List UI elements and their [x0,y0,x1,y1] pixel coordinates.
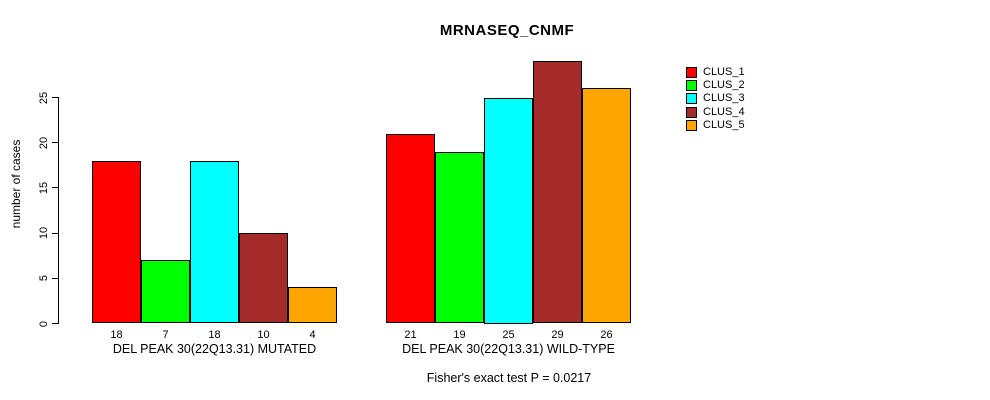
x-group-label: DEL PEAK 30(22Q13.31) WILD-TYPE [402,342,615,356]
legend-swatch-clus_2 [686,80,697,92]
bar-clus_2-group2 [435,151,484,324]
y-tick-mark [52,142,58,144]
bar-clus_5-group1 [288,287,337,324]
legend-swatch-clus_5 [686,119,697,131]
legend-swatch-clus_3 [686,93,697,105]
y-tick-mark [52,97,58,98]
y-tick-mark [52,323,58,324]
x-group-label: DEL PEAK 30(22Q13.31) MUTATED [112,342,317,356]
bar-clus_5-group2 [582,88,631,324]
fisher-test-annotation: Fisher's exact test P = 0.0217 [426,371,592,385]
bar-clus_3-group1 [190,160,239,324]
y-tick-label: 0 [38,320,50,327]
bar-clus_4-group1 [239,233,288,324]
y-axis-line [58,97,59,324]
bar-value-label: 29 [551,329,564,341]
y-tick-mark [52,187,58,189]
legend-swatch-clus_4 [686,106,697,118]
bar-clus_2-group1 [141,260,190,324]
bar-value-label: 19 [453,329,466,341]
legend-label-clus_4: CLUS_4 [703,105,745,118]
bar-value-label: 21 [404,329,417,341]
bar-clus_1-group1 [92,160,141,324]
legend-label-clus_5: CLUS_5 [703,118,745,131]
chart-title: MRNASEQ_CNMF [439,22,575,39]
y-tick-mark [52,277,58,279]
bar-value-label: 7 [162,329,169,341]
legend-swatch-clus_1 [686,67,697,78]
bar-value-label: 26 [600,329,613,341]
bar-clus_4-group2 [533,61,582,324]
bar-clus_3-group2 [484,97,533,324]
bar-value-label: 4 [309,329,316,341]
y-tick-label: 25 [38,91,50,104]
legend-label-clus_2: CLUS_2 [703,79,745,92]
legend-label-clus_1: CLUS_1 [703,66,745,78]
bar-clus_1-group2 [386,133,435,324]
bar-value-label: 18 [110,329,123,341]
y-axis-label: number of cases [9,139,23,229]
bar-value-label: 25 [502,329,515,341]
y-tick-label: 20 [38,136,50,149]
bar-value-label: 18 [208,329,221,341]
y-tick-label: 15 [38,181,50,195]
y-tick-label: 5 [38,275,50,282]
bar-value-label: 10 [257,329,270,341]
y-tick-mark [52,232,58,234]
y-tick-label: 10 [38,226,50,240]
legend-label-clus_3: CLUS_3 [703,92,745,105]
